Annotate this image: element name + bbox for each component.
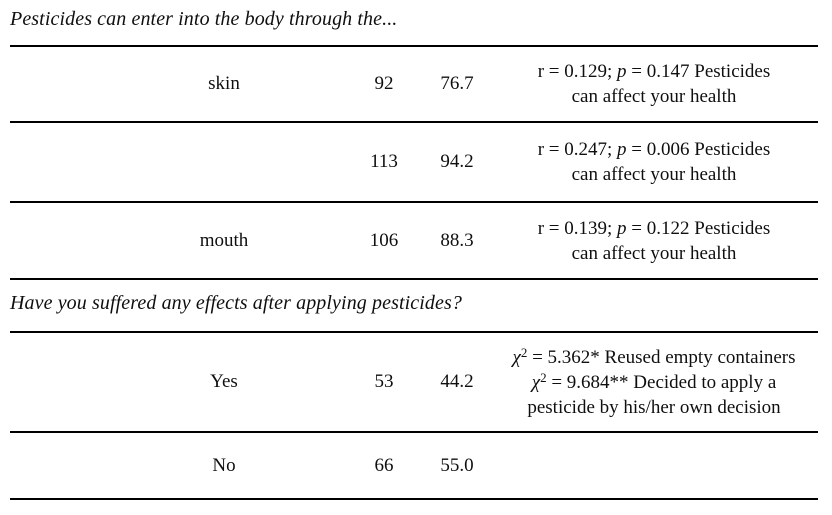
percent-value: 76.7 bbox=[440, 73, 474, 94]
stats-cell: r = 0.139; p = 0.122 Pesticides can affec… bbox=[537, 217, 771, 264]
percent-value: 55.0 bbox=[440, 454, 474, 476]
n-value: 106 bbox=[369, 229, 399, 251]
row-label: mouth bbox=[199, 229, 249, 251]
n-value: 53 bbox=[374, 371, 394, 392]
table-row: Yes 53 44.2 χ2 = 5.362* Reused empty con… bbox=[10, 333, 818, 433]
n-value: 66 bbox=[374, 454, 394, 476]
percent-value: 88.3 bbox=[440, 229, 474, 251]
row-label: No bbox=[212, 454, 236, 476]
percent-value: 94.2 bbox=[440, 151, 474, 172]
n-value: 92 bbox=[374, 73, 394, 94]
n-value: 113 bbox=[370, 151, 398, 172]
stats-cell: r = 0.129; p = 0.147 Pesticides can affec… bbox=[537, 61, 771, 107]
section-header-entry-route: Pesticides can enter into the body throu… bbox=[10, 0, 818, 47]
stats-cell: χ2 = 5.362* Reused empty containers χ2 = … bbox=[512, 344, 796, 418]
stats-cell: r = 0.247; p = 0.006 Pesticides can affec… bbox=[537, 139, 771, 185]
percent-value: 44.2 bbox=[440, 371, 474, 392]
table-row: skin 92 76.7 r = 0.129; p = 0.147 Pestic… bbox=[10, 47, 818, 123]
table-row: 113 94.2 r = 0.247; p = 0.006 Pesticides… bbox=[10, 123, 818, 203]
row-label: Yes bbox=[210, 371, 238, 392]
results-table: Pesticides can enter into the body throu… bbox=[10, 0, 818, 500]
table-row: mouth 106 88.3 r = 0.139; p = 0.122 Pest… bbox=[10, 203, 818, 280]
section-header-suffered-effects: Have you suffered any effects after appl… bbox=[10, 280, 818, 333]
row-label: skin bbox=[208, 73, 240, 94]
table-row: No 66 55.0 bbox=[10, 433, 818, 500]
